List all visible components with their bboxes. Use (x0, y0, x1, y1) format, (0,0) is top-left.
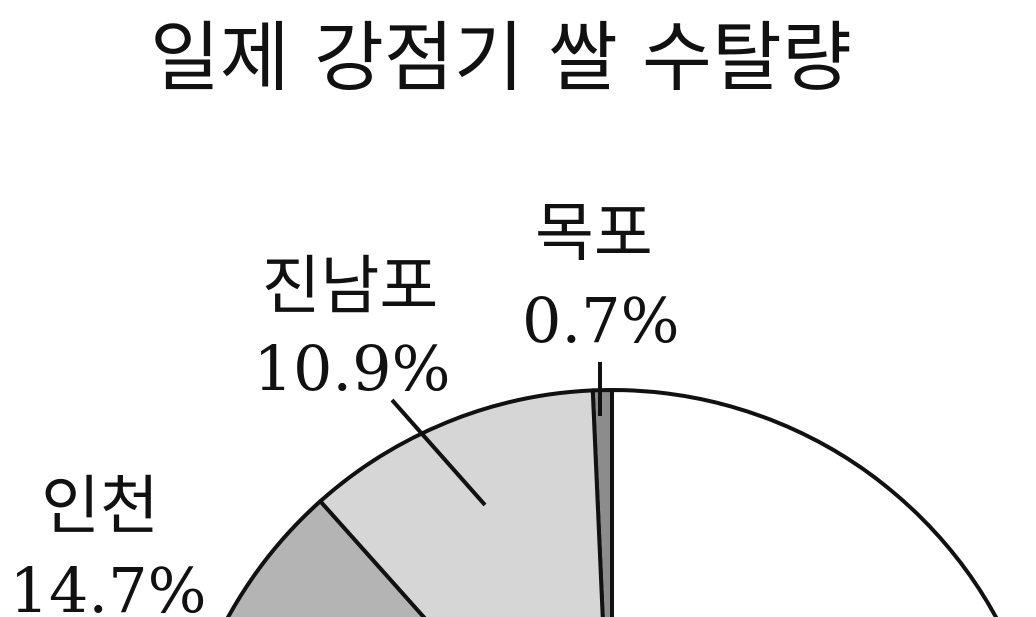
slice-label-name-1: 목포 (535, 197, 653, 271)
pie-slice-2 (317, 388, 605, 617)
pie-labels: 목포 0.7% 진남포 10.9% 인천 14.7% (10, 197, 680, 617)
leader-line-2 (390, 398, 487, 507)
slice-label-value-3: 14.7% (10, 554, 207, 617)
slice-label-value-1: 0.7% (522, 284, 680, 357)
pie-slice-3 (225, 498, 427, 617)
chart-title: 일제 강점기 쌀 수탈량 (150, 13, 852, 102)
pie-slices (225, 387, 999, 617)
slice-label-name-3: 인천 (41, 470, 159, 544)
slice-label-value-2: 10.9% (254, 332, 451, 405)
pie-slice-remaining (610, 387, 999, 617)
slice-label-name-2: 진남포 (262, 250, 439, 324)
